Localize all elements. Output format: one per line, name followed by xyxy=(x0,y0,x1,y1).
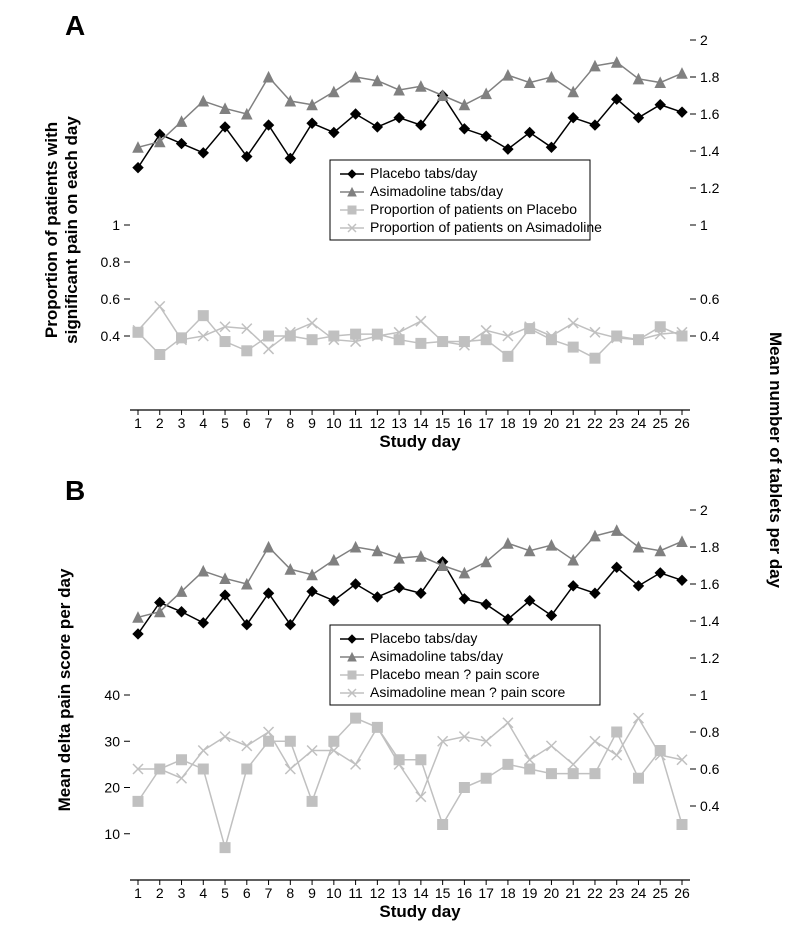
panel-b-label: B xyxy=(65,475,85,507)
svg-text:1.4: 1.4 xyxy=(700,613,720,629)
svg-text:14: 14 xyxy=(413,885,429,901)
svg-text:25: 25 xyxy=(652,885,668,901)
svg-text:10: 10 xyxy=(326,885,342,901)
svg-text:1.2: 1.2 xyxy=(700,650,720,666)
svg-text:15: 15 xyxy=(435,885,451,901)
svg-text:24: 24 xyxy=(631,415,647,431)
svg-text:0.6: 0.6 xyxy=(700,291,720,307)
svg-text:26: 26 xyxy=(674,415,690,431)
svg-text:20: 20 xyxy=(544,885,560,901)
svg-text:0.4: 0.4 xyxy=(700,798,720,814)
svg-text:0.6: 0.6 xyxy=(700,761,720,777)
svg-text:8: 8 xyxy=(286,885,294,901)
svg-text:9: 9 xyxy=(308,885,316,901)
svg-text:19: 19 xyxy=(522,415,538,431)
panel-b-x-label: Study day xyxy=(320,902,520,922)
svg-text:21: 21 xyxy=(565,415,581,431)
svg-text:0.8: 0.8 xyxy=(101,254,121,270)
svg-text:18: 18 xyxy=(500,885,516,901)
svg-text:10: 10 xyxy=(326,415,342,431)
svg-text:22: 22 xyxy=(587,415,603,431)
svg-text:Placebo mean ? pain score: Placebo mean ? pain score xyxy=(370,666,540,682)
svg-text:1: 1 xyxy=(700,687,708,703)
svg-text:0.8: 0.8 xyxy=(700,724,720,740)
svg-text:1.8: 1.8 xyxy=(700,539,720,555)
svg-text:11: 11 xyxy=(348,415,363,431)
svg-text:4: 4 xyxy=(199,885,207,901)
svg-text:2: 2 xyxy=(156,415,164,431)
svg-text:20: 20 xyxy=(544,415,560,431)
svg-text:3: 3 xyxy=(178,415,186,431)
svg-text:16: 16 xyxy=(457,885,473,901)
svg-text:13: 13 xyxy=(391,415,407,431)
svg-text:22: 22 xyxy=(587,885,603,901)
svg-text:0.6: 0.6 xyxy=(101,291,121,307)
svg-text:0.4: 0.4 xyxy=(700,328,720,344)
svg-text:2: 2 xyxy=(700,502,708,518)
svg-text:8: 8 xyxy=(286,415,294,431)
svg-text:18: 18 xyxy=(500,415,516,431)
svg-text:24: 24 xyxy=(631,885,647,901)
svg-text:10: 10 xyxy=(104,826,120,842)
svg-text:7: 7 xyxy=(265,885,273,901)
svg-text:Placebo tabs/day: Placebo tabs/day xyxy=(370,630,477,646)
svg-text:30: 30 xyxy=(104,733,120,749)
svg-text:7: 7 xyxy=(265,415,273,431)
svg-text:Asimadoline mean ? pain score: Asimadoline mean ? pain score xyxy=(370,684,566,700)
svg-text:Placebo tabs/day: Placebo tabs/day xyxy=(370,165,477,181)
figure-page: { "figure": { "width": 800, "height": 94… xyxy=(0,0,800,943)
panel-a-yleft-label: Proportion of patients withsignificant p… xyxy=(42,100,82,360)
y-right-label: Mean number of tablets per day xyxy=(765,275,785,645)
chart-canvas: 1234567891011121314151617181920212223242… xyxy=(0,0,800,943)
svg-text:19: 19 xyxy=(522,885,538,901)
panel-a-x-label: Study day xyxy=(320,432,520,452)
svg-text:Proportion of patients on Asim: Proportion of patients on Asimadoline xyxy=(370,219,602,235)
svg-text:21: 21 xyxy=(565,885,581,901)
svg-text:1.4: 1.4 xyxy=(700,143,720,159)
svg-text:3: 3 xyxy=(178,885,186,901)
svg-text:20: 20 xyxy=(104,780,120,796)
svg-text:1: 1 xyxy=(134,415,142,431)
svg-text:4: 4 xyxy=(199,415,207,431)
svg-text:1.6: 1.6 xyxy=(700,106,720,122)
panel-b-yleft-label: Mean delta pain score per day xyxy=(55,540,75,840)
svg-text:13: 13 xyxy=(391,885,407,901)
svg-text:1: 1 xyxy=(700,217,708,233)
svg-text:Asimadoline tabs/day: Asimadoline tabs/day xyxy=(370,648,503,664)
svg-text:15: 15 xyxy=(435,415,451,431)
svg-text:1.6: 1.6 xyxy=(700,576,720,592)
svg-text:5: 5 xyxy=(221,885,229,901)
svg-text:26: 26 xyxy=(674,885,690,901)
svg-text:16: 16 xyxy=(457,415,473,431)
svg-text:1.2: 1.2 xyxy=(700,180,720,196)
svg-text:2: 2 xyxy=(156,885,164,901)
svg-text:1: 1 xyxy=(112,217,120,233)
svg-text:1: 1 xyxy=(134,885,142,901)
svg-text:23: 23 xyxy=(609,885,625,901)
svg-text:6: 6 xyxy=(243,885,251,901)
svg-text:23: 23 xyxy=(609,415,625,431)
svg-text:17: 17 xyxy=(478,415,494,431)
svg-text:25: 25 xyxy=(652,415,668,431)
svg-text:12: 12 xyxy=(370,415,386,431)
svg-text:5: 5 xyxy=(221,415,229,431)
svg-text:1.8: 1.8 xyxy=(700,69,720,85)
svg-text:2: 2 xyxy=(700,32,708,48)
svg-text:Proportion of patients on Plac: Proportion of patients on Placebo xyxy=(370,201,577,217)
svg-text:9: 9 xyxy=(308,415,316,431)
svg-text:0.4: 0.4 xyxy=(101,328,121,344)
svg-text:6: 6 xyxy=(243,415,251,431)
svg-text:40: 40 xyxy=(104,687,120,703)
svg-text:17: 17 xyxy=(478,885,494,901)
svg-text:11: 11 xyxy=(348,885,363,901)
svg-text:14: 14 xyxy=(413,415,429,431)
panel-a-label: A xyxy=(65,10,85,42)
svg-text:Asimadoline tabs/day: Asimadoline tabs/day xyxy=(370,183,503,199)
svg-text:12: 12 xyxy=(370,885,386,901)
